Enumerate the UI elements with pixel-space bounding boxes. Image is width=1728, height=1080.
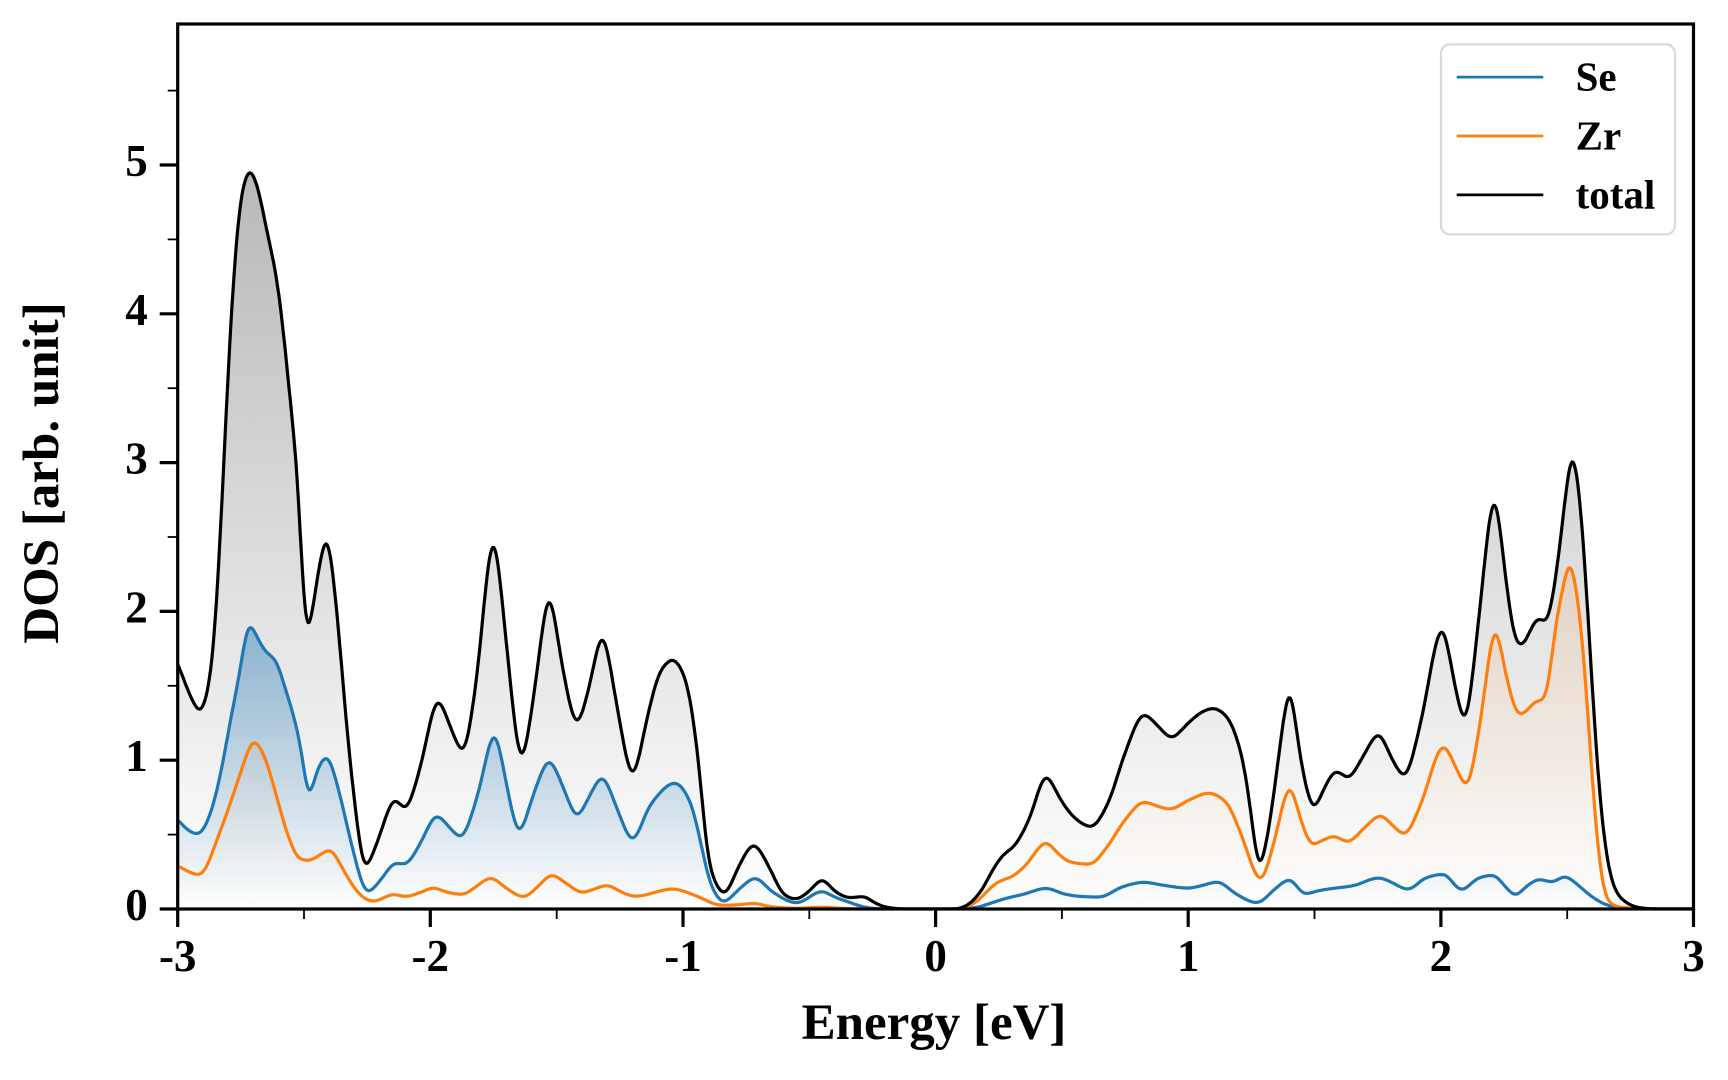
svg-text:0: 0: [125, 880, 148, 930]
svg-text:-3: -3: [159, 931, 197, 981]
svg-text:4: 4: [125, 285, 148, 335]
svg-text:-2: -2: [412, 931, 450, 981]
svg-text:2: 2: [125, 582, 148, 632]
svg-text:DOS [arb. unit]: DOS [arb. unit]: [14, 302, 70, 643]
svg-text:0: 0: [924, 931, 947, 981]
svg-text:3: 3: [1682, 931, 1705, 981]
svg-text:3: 3: [125, 434, 148, 484]
svg-text:Zr: Zr: [1576, 113, 1622, 159]
svg-text:Energy [eV]: Energy [eV]: [802, 995, 1067, 1051]
svg-text:total: total: [1576, 172, 1656, 218]
svg-text:1: 1: [1177, 931, 1200, 981]
svg-text:2: 2: [1430, 931, 1453, 981]
svg-text:-1: -1: [664, 931, 702, 981]
svg-text:1: 1: [125, 731, 148, 781]
svg-text:Se: Se: [1576, 54, 1617, 100]
svg-text:5: 5: [125, 136, 148, 186]
